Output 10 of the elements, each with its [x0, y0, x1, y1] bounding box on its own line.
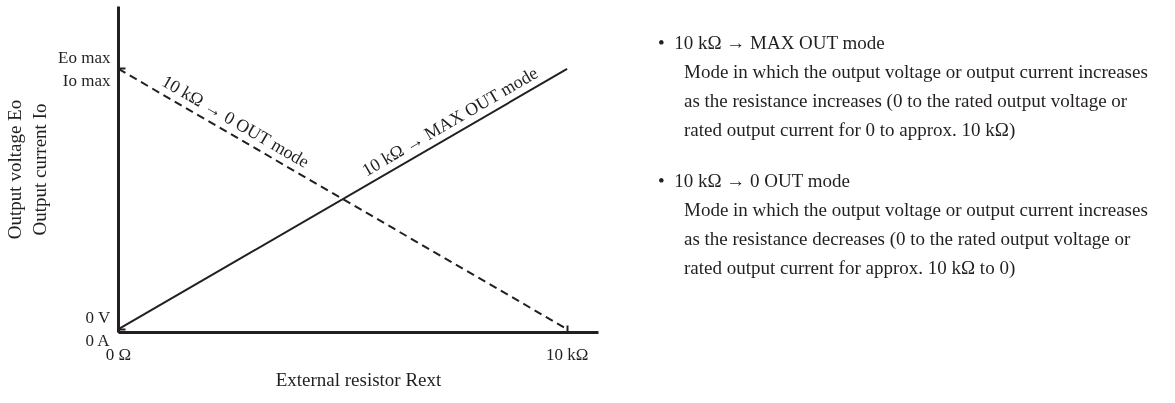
text: • 10 kΩ → 0 OUT mode — [658, 170, 850, 191]
annotation: Eo max Io max — [58, 48, 111, 90]
annotation: 10 kΩ → 0 OUT mode — [158, 70, 313, 172]
y-axis-title: Output voltage Eo Output current Io — [3, 99, 51, 240]
x-tick-label: 10 kΩ — [545, 344, 589, 364]
text: Mode in which the output voltage or output current increases as the resistance increases (0 to the rated output voltage or rated output current for 0 to approx. 10 kΩ) — [684, 61, 1148, 140]
x-axis-title: External resistor Rext — [275, 368, 443, 390]
text: Mode in which the output voltage or output current increases as the resistance decreases (0 to the rated output voltage or rated output current for approx. 10 kΩ to 0) — [684, 199, 1148, 278]
annotation: 10 kΩ → MAX OUT mode — [358, 62, 542, 181]
text: • 10 kΩ → MAX OUT mode — [658, 32, 885, 53]
